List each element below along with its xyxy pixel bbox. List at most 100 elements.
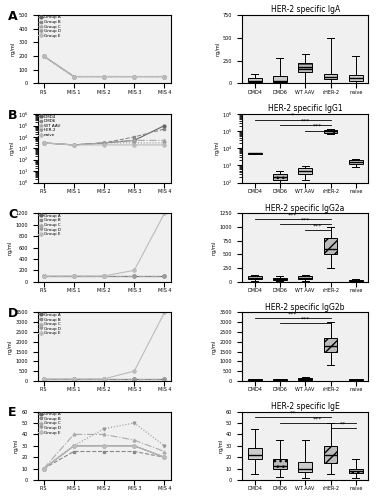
HER-2 <box>102 140 106 146</box>
Group E <box>41 273 46 279</box>
Group B <box>132 273 136 279</box>
Group B <box>102 273 106 279</box>
DMD4 <box>102 140 106 146</box>
Group D <box>71 74 76 80</box>
Group C <box>71 273 76 279</box>
Group D <box>102 273 106 279</box>
Group B <box>132 376 136 382</box>
Group D <box>102 74 106 80</box>
Group E <box>162 74 167 80</box>
Group B <box>71 376 76 382</box>
PathPatch shape <box>323 238 338 254</box>
Group E <box>162 210 167 216</box>
Group E <box>71 376 76 382</box>
DMD6 <box>102 140 106 146</box>
Line: Group D: Group D <box>42 274 166 278</box>
Text: ***: *** <box>313 224 323 228</box>
Text: ***: *** <box>300 118 310 123</box>
Line: Group C: Group C <box>42 378 166 380</box>
Group A <box>41 53 46 59</box>
Group D <box>162 376 167 382</box>
WT AAV <box>102 140 106 146</box>
Text: A: A <box>8 10 18 22</box>
Group D <box>162 74 167 80</box>
Y-axis label: ng/ml: ng/ml <box>8 240 13 254</box>
Group B <box>41 466 46 471</box>
Group C <box>102 74 106 80</box>
PathPatch shape <box>349 75 363 80</box>
Legend: DMD4, DMD6, WT AAV, HER-2, naive: DMD4, DMD6, WT AAV, HER-2, naive <box>38 114 60 137</box>
Text: ***: *** <box>288 212 297 218</box>
Group A <box>41 376 46 382</box>
Group A <box>162 376 167 382</box>
Group D <box>71 443 76 449</box>
PathPatch shape <box>298 168 312 174</box>
Group B <box>162 376 167 382</box>
Group C <box>41 466 46 471</box>
Y-axis label: ng/ml: ng/ml <box>8 340 13 353</box>
Group A <box>71 376 76 382</box>
Group C <box>132 273 136 279</box>
Group B <box>162 454 167 460</box>
Group C <box>162 273 167 279</box>
PathPatch shape <box>349 160 363 164</box>
DMD4 <box>41 140 46 146</box>
PathPatch shape <box>323 74 338 79</box>
Group B <box>132 74 136 80</box>
Group B <box>132 448 136 454</box>
Group C <box>162 74 167 80</box>
Line: Group D: Group D <box>42 54 166 78</box>
Group A <box>41 273 46 279</box>
Group D <box>41 273 46 279</box>
WT AAV <box>132 138 136 143</box>
Group D <box>132 74 136 80</box>
Legend: Group A, Group B, Group C, Group D, Group E: Group A, Group B, Group C, Group D, Grou… <box>38 412 61 434</box>
PathPatch shape <box>298 63 312 72</box>
Legend: Group A, Group B, Group C, Group D, Group E: Group A, Group B, Group C, Group D, Grou… <box>38 16 61 38</box>
Line: Group A: Group A <box>42 378 166 380</box>
PathPatch shape <box>323 338 338 351</box>
Text: ***: *** <box>300 317 310 322</box>
Group B <box>162 74 167 80</box>
PathPatch shape <box>298 378 312 380</box>
Legend: Group A, Group B, Group C, Group D, Group E: Group A, Group B, Group C, Group D, Grou… <box>38 214 61 236</box>
Group B <box>102 74 106 80</box>
Group E <box>132 268 136 274</box>
DMD6 <box>162 126 167 132</box>
Group D <box>41 376 46 382</box>
DMD6 <box>41 140 46 146</box>
Group C <box>162 376 167 382</box>
Group C <box>132 74 136 80</box>
Group B <box>71 448 76 454</box>
Group E <box>41 466 46 471</box>
Line: Group E: Group E <box>42 212 166 278</box>
Group A <box>132 74 136 80</box>
PathPatch shape <box>247 276 262 279</box>
PathPatch shape <box>273 278 287 280</box>
Group B <box>71 273 76 279</box>
naive <box>41 140 46 146</box>
Line: DMD6: DMD6 <box>42 128 166 146</box>
Group E <box>71 74 76 80</box>
naive <box>162 142 167 148</box>
PathPatch shape <box>273 460 287 468</box>
Line: Group C: Group C <box>42 433 166 470</box>
Group C <box>71 432 76 438</box>
DMD4 <box>71 142 76 148</box>
Group A <box>132 273 136 279</box>
Group E <box>102 443 106 449</box>
Group D <box>102 376 106 382</box>
Line: Group B: Group B <box>42 378 166 380</box>
DMD4 <box>132 138 136 143</box>
Group A <box>162 273 167 279</box>
Group A <box>102 74 106 80</box>
PathPatch shape <box>247 448 262 460</box>
Group B <box>71 74 76 80</box>
Y-axis label: ng/ml: ng/ml <box>218 438 223 453</box>
Y-axis label: ng/ml: ng/ml <box>212 340 217 353</box>
Group B <box>41 53 46 59</box>
Text: D: D <box>8 307 18 320</box>
Group E <box>102 376 106 382</box>
Group D <box>41 53 46 59</box>
Title: HER-2 specific IgA: HER-2 specific IgA <box>271 5 340 14</box>
